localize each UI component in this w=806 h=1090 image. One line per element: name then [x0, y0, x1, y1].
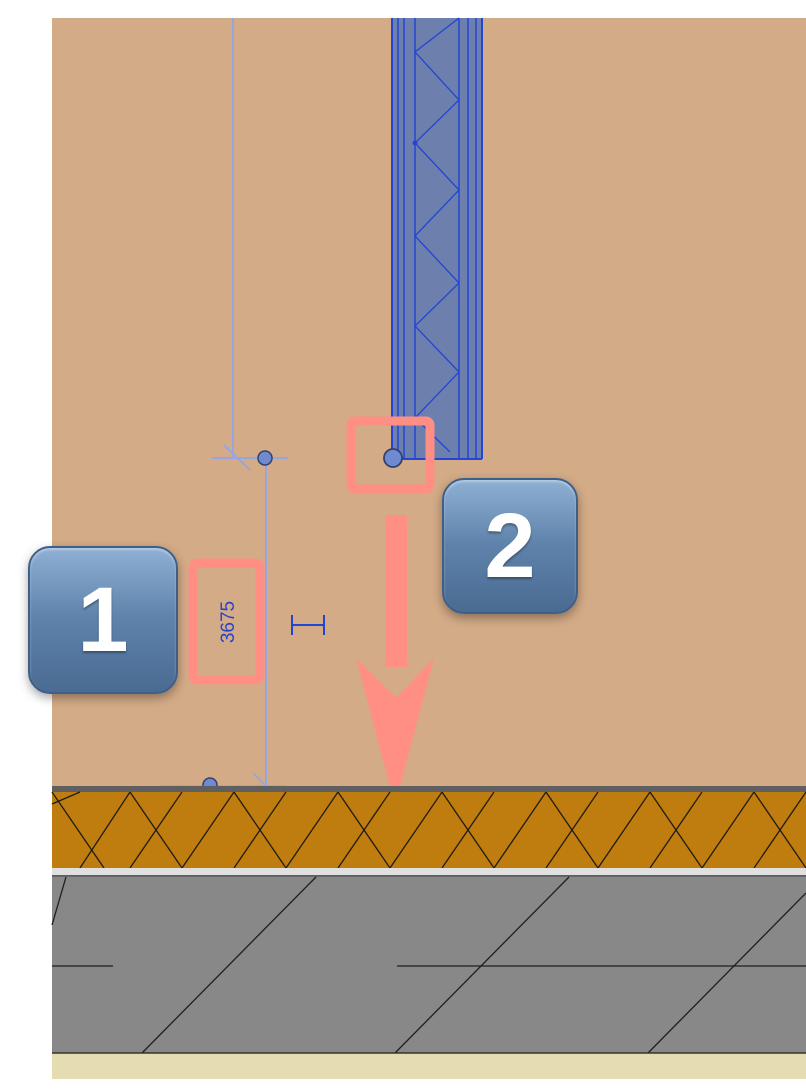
- layer-separator: [52, 868, 806, 876]
- dimension-lock-icon[interactable]: [291, 615, 325, 635]
- beam-endpoint-highlight: [346, 416, 435, 494]
- arrow-down-icon: [356, 515, 434, 805]
- beam-endpoint-handle[interactable]: [383, 448, 403, 468]
- callout-badge-2: 2: [442, 478, 578, 614]
- bottom-strip: [52, 1053, 806, 1079]
- concrete-layer: [51, 876, 806, 1054]
- insulation-layer: [51, 791, 806, 869]
- dimension-endpoint-top[interactable]: [257, 450, 273, 466]
- truss-beam[interactable]: [391, 17, 483, 460]
- floor-top-edge: [52, 786, 806, 792]
- dimension-highlight: [188, 558, 265, 685]
- callout-badge-1: 1: [28, 546, 178, 694]
- dimension-value[interactable]: 3675: [218, 601, 239, 643]
